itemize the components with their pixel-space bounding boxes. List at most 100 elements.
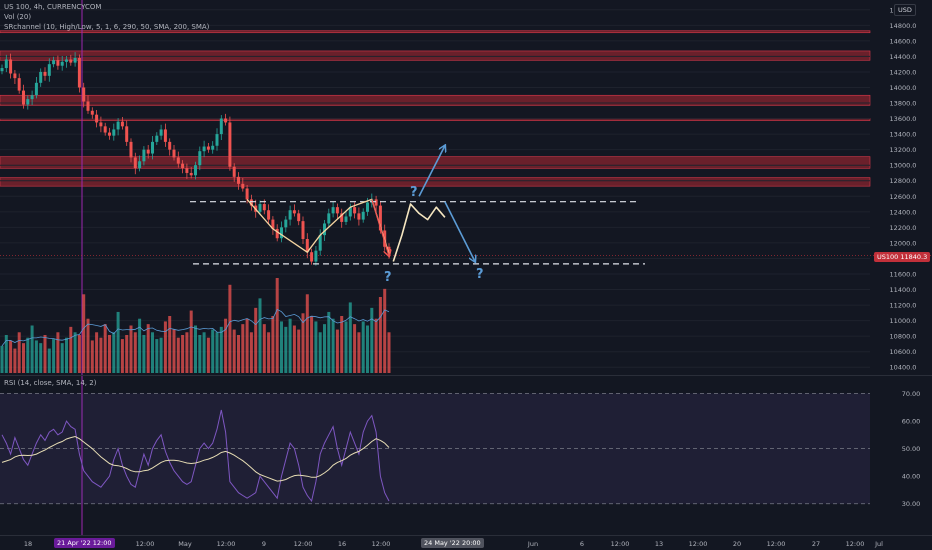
time-tick-label: 9 [262, 540, 266, 548]
volume-bar [314, 321, 318, 373]
candle-body [17, 78, 21, 91]
current-price-label: US100 11840.3 [874, 252, 931, 262]
price-tick-label: 12000.0 [890, 239, 917, 247]
volume-bar [82, 294, 86, 373]
volume-bar [116, 311, 120, 373]
up-arrow [418, 146, 445, 197]
volume-bar [224, 318, 228, 373]
volume-bar [108, 335, 111, 373]
volume-bar [39, 343, 43, 373]
candle-body [73, 57, 77, 63]
candle-body [13, 73, 17, 79]
price-tick-label: 12600.0 [890, 193, 917, 201]
candle-body [215, 134, 219, 146]
volume-bar [133, 332, 137, 373]
price-tick-label: 14200.0 [890, 68, 917, 76]
candle-body [86, 101, 90, 111]
time-tick-label: 12:00 [294, 540, 313, 548]
candle-body [344, 216, 348, 222]
candle-body [348, 207, 352, 217]
cursor-date-label: 24 May '22 20:00 [421, 538, 484, 548]
volume-bar [237, 335, 240, 373]
candle-body [163, 129, 167, 142]
price-tick-label: 10600.0 [890, 348, 917, 356]
candle-body [258, 204, 262, 212]
candle-body [39, 71, 43, 83]
volume-bar [361, 321, 365, 373]
volume-legend[interactable]: Vol (20) [4, 13, 32, 21]
volume-bar [30, 325, 34, 373]
candle-body [219, 118, 223, 135]
volume-bar [129, 325, 133, 373]
currency-badge[interactable]: USD [894, 4, 916, 16]
candle-body [327, 213, 331, 224]
volume-bar [52, 339, 56, 373]
candle-body [108, 132, 111, 136]
candle-body [99, 122, 103, 127]
candle-body [194, 165, 197, 176]
volume-bar [340, 316, 344, 373]
volume-bar [245, 318, 249, 373]
volume-bar [125, 335, 129, 373]
volume-bar [335, 329, 339, 373]
candle-body [112, 129, 116, 136]
time-tick-label: 12:00 [767, 540, 786, 548]
candle-body [30, 95, 34, 100]
volume-bar [17, 332, 21, 373]
volume-bar [202, 332, 206, 373]
volume-bar [280, 321, 283, 373]
volume-bar [370, 307, 374, 373]
srchannel-legend[interactable]: SRchannel (10, High/Low, 5, 1, 6, 290, 5… [4, 23, 210, 31]
candle-body [232, 166, 236, 177]
volume-bar [331, 318, 335, 373]
symbol-legend[interactable]: US 100, 4h, CURRENCYCOM [4, 3, 102, 11]
candle-body [0, 68, 4, 72]
rsi-pane [0, 375, 932, 505]
candle-body [90, 110, 94, 115]
candle-body [366, 202, 369, 212]
candle-body [288, 210, 292, 220]
volume-bar [138, 318, 142, 373]
candle-body [237, 176, 240, 184]
candle-body [151, 141, 154, 154]
volume-bar [215, 332, 219, 373]
rsi-tick-label: 40.00 [902, 473, 921, 481]
time-tick-label: 12:00 [846, 540, 865, 548]
candle-body [275, 228, 279, 239]
candle-body [43, 71, 47, 76]
projection-path [392, 203, 446, 262]
candle-body [172, 149, 176, 158]
volume-bar [383, 288, 387, 373]
candle-body [241, 183, 245, 189]
volume-bar [60, 343, 64, 373]
rsi-legend[interactable]: RSI (14, close, SMA, 14, 2) [4, 379, 97, 387]
candle-body [374, 199, 378, 206]
candle-body [267, 210, 271, 220]
candle-body [378, 205, 382, 231]
volume-bar [348, 302, 352, 373]
volume-bar [318, 332, 322, 373]
volume-bar [378, 297, 382, 373]
price-tick-label: 14000.0 [890, 84, 917, 92]
time-tick-label: 12:00 [611, 540, 630, 548]
volume-bar [366, 325, 369, 373]
candle-body [206, 146, 210, 150]
volume-bar [56, 332, 60, 373]
price-tick-label: 13000.0 [890, 162, 917, 170]
price-tick-label: 11200.0 [890, 302, 917, 310]
volume-bar [323, 324, 326, 373]
volume-bar [159, 337, 163, 373]
volume-bar [206, 337, 210, 373]
candle-body [292, 210, 296, 214]
volume-bar [305, 294, 309, 373]
volume-bar [258, 298, 262, 373]
candle-body [142, 149, 146, 162]
candle-body [56, 60, 60, 66]
candle-body [69, 59, 73, 63]
volume-bars [0, 278, 391, 373]
candle-body [314, 250, 318, 262]
candle-body [159, 129, 163, 136]
volume-bar [267, 332, 271, 373]
price-tick-label: 12200.0 [890, 224, 917, 232]
